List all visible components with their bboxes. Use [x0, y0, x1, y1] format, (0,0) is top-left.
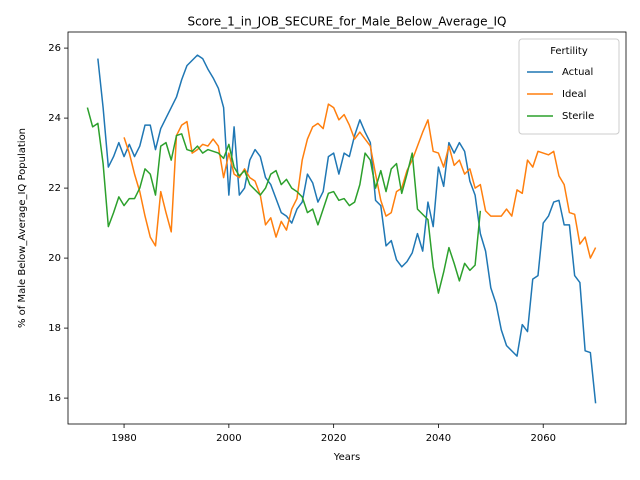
x-tick-label: 2040: [426, 433, 451, 444]
data-line: [123, 103, 597, 259]
legend-label: Actual: [562, 67, 593, 78]
x-tick-label: 2020: [321, 433, 346, 444]
data-line: [97, 54, 597, 404]
x-axis-label: Years: [333, 452, 360, 463]
y-tick-label: 20: [48, 253, 61, 264]
y-tick-label: 18: [48, 323, 61, 334]
x-tick-label: 1980: [111, 433, 136, 444]
legend: Fertility Actual Ideal Sterile: [518, 38, 620, 135]
y-tick-label: 16: [48, 393, 61, 404]
x-tick-label: 2000: [216, 433, 241, 444]
chart-title: Score_1_in_JOB_SECURE_for_Male_Below_Ave…: [188, 15, 507, 29]
legend-title: Fertility: [550, 46, 588, 57]
y-axis-label: % of Male Below_Average_IQ Population: [17, 128, 28, 328]
legend-box: [518, 38, 620, 135]
legend-label: Sterile: [562, 111, 594, 122]
y-tick-label: 22: [48, 183, 61, 194]
y-tick-label: 26: [48, 43, 61, 54]
legend-label: Ideal: [562, 89, 586, 100]
plot-frame: [67, 31, 627, 425]
data-line: [86, 107, 482, 294]
x-tick-label: 2060: [530, 433, 555, 444]
y-tick-label: 24: [48, 113, 61, 124]
